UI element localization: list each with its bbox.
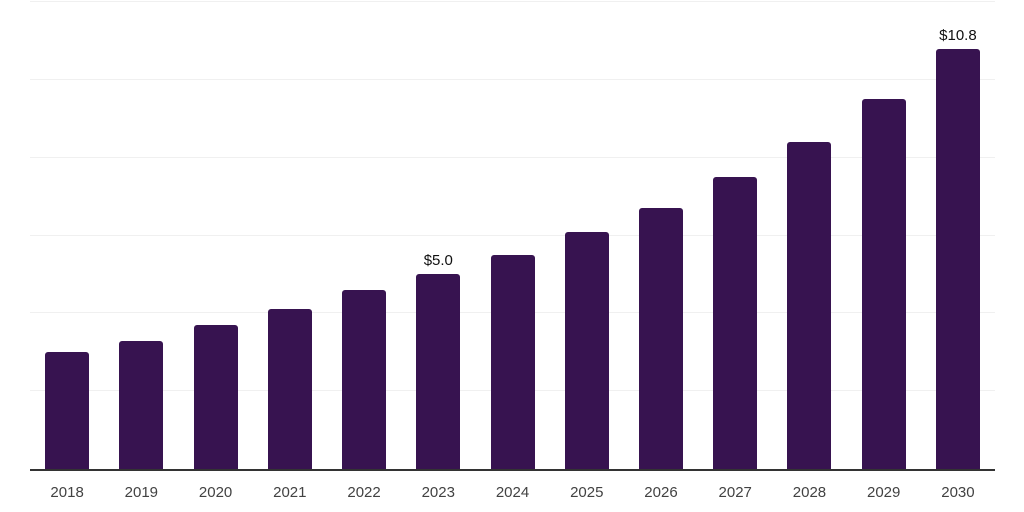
- value-label-2030: $10.8: [939, 26, 977, 44]
- plot-area: $5.0 $10.8: [30, 1, 995, 469]
- bar-2024: [490, 254, 535, 469]
- gridline-10: [30, 78, 995, 80]
- x-tick-2029: 2029: [867, 484, 901, 501]
- x-tick-2019: 2019: [124, 484, 159, 501]
- x-tick-2023: 2023: [421, 484, 455, 501]
- x-tick-2018: 2018: [50, 484, 84, 501]
- value-label-2023: $5.0: [423, 252, 453, 270]
- x-axis-line: [30, 469, 995, 471]
- bar-slot-2030: $10.8: [921, 2, 995, 469]
- x-tick-2020: 2020: [198, 484, 233, 501]
- bar-slot-2026: [624, 2, 698, 469]
- gridline-6: [30, 234, 995, 236]
- bar-slot-2023: $5.0: [401, 2, 475, 469]
- bar-2021: [267, 309, 312, 469]
- x-tick-2026: 2026: [644, 484, 678, 501]
- bar-2022: [342, 289, 387, 469]
- bar-2025: [564, 231, 609, 469]
- bar-slot-2029: [847, 2, 921, 469]
- bar-slot-2024: [475, 2, 549, 469]
- x-tick-2027: 2027: [718, 484, 752, 501]
- x-tick-2021: 2021: [273, 484, 307, 501]
- bar-2027: [713, 177, 758, 469]
- x-tick-2025: 2025: [570, 484, 604, 501]
- bar-slot-2027: [698, 2, 772, 469]
- bar-slot-2018: [30, 2, 104, 469]
- bar-slot-2025: [550, 2, 624, 469]
- gridline-12: [30, 1, 995, 2]
- x-axis-labels: 2018 2019 2020 2021 2022 2023 2024 2025 2026 2027…: [30, 484, 995, 502]
- x-tick-2022: 2022: [347, 484, 381, 501]
- bar-2029: [861, 99, 906, 469]
- bar-2026: [638, 208, 683, 469]
- gridline-8: [30, 156, 995, 158]
- x-tick-2024: 2024: [495, 484, 530, 501]
- x-tick-2030: 2030: [941, 484, 975, 501]
- bar-2028: [787, 142, 832, 469]
- bar-slot-2019: [104, 2, 178, 469]
- bar-slot-2022: [327, 2, 401, 469]
- bar-slot-2020: [178, 2, 252, 469]
- bar-2020: [193, 325, 238, 469]
- bar-2019: [119, 340, 164, 469]
- bar-slot-2028: [772, 2, 846, 469]
- bar-2030: [935, 48, 980, 469]
- bar-slot-2021: [253, 2, 327, 469]
- bar-2023: [416, 274, 461, 469]
- x-tick-2028: 2028: [792, 484, 827, 501]
- bar-2018: [45, 352, 90, 469]
